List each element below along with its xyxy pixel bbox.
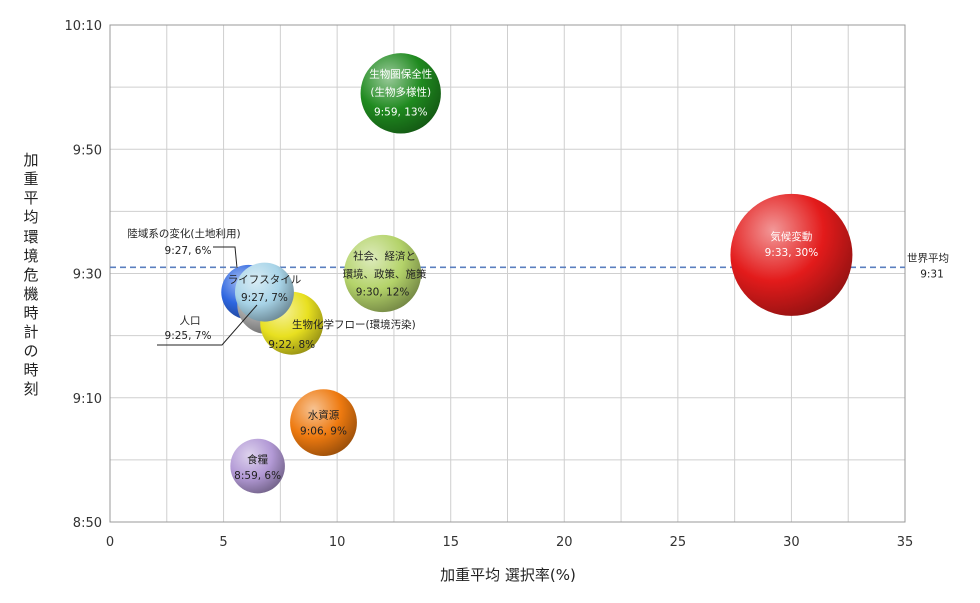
y-tick-label: 9:50 [73,143,102,158]
bubble-value-label: 9:27, 7% [241,292,288,304]
bubble-label: (生物多様性) [370,85,431,98]
x-tick-label: 20 [556,535,573,550]
bubbles: 生物圏保全性 (生物多様性) 9:59, 13% 気候変動 9:33, 30% 社会、経済… [127,53,853,494]
bubble-value-label: 9:59, 13% [374,106,428,118]
reference-line-label: 世界平均 [907,252,949,264]
y-tick-label: 10:10 [65,19,102,34]
bubble-label: 生物化学フロー(環境汚染) [292,318,416,331]
plot-border [109,24,906,523]
bubble-value-label: 9:27, 6% [165,245,212,257]
bubble-value-label: 9:30, 12% [356,287,410,299]
bubble-label: 陸域系の変化(土地利用) [127,227,240,240]
bubble-value-label: 9:25, 7% [165,330,212,342]
y-axis-title-char: 環 [23,228,38,246]
y-axis-title-char: 機 [23,285,38,303]
y-axis-title-char: 時 [23,304,38,322]
bubble-value-label: 8:59, 6% [234,470,281,482]
y-axis-title-char: 加 [23,151,38,169]
bubble-label: 生物圏保全性 [369,67,432,80]
bubble [730,193,853,316]
y-axis-title-char: 均 [23,208,38,226]
y-tick-label: 9:30 [73,268,102,283]
y-tick-label: 8:50 [73,516,102,531]
bubble [290,389,357,457]
x-tick-label: 0 [106,535,114,550]
bubble-label: 環境、政策、施策 [343,268,427,281]
x-tick-label: 10 [329,535,346,550]
y-axis-title-char: 平 [23,189,38,207]
bubble-label: 気候変動 [770,230,812,243]
bubble-label: 人口 [180,315,201,327]
bubble-label: 社会、経済と [353,250,416,263]
y-axis-title-char: 重 [23,170,38,188]
bubble-label: ライフスタイル [228,274,302,286]
y-axis-title-char: 計 [23,323,38,341]
bubble-value-label: 9:06, 9% [300,426,347,438]
bubble [234,262,294,322]
callout-line [157,304,258,346]
bubble [343,234,422,313]
bubble [230,438,285,494]
y-tick-label: 9:10 [73,392,102,407]
bubble-label: 食糧 [247,453,268,466]
y-axis-title-char: 境 [23,247,38,265]
x-tick-label: 30 [783,535,800,550]
y-axis-title-char: 危 [23,266,38,284]
x-tick-label: 15 [442,535,459,550]
y-axis-title-char: 刻 [23,380,38,398]
bubble-label: 水資源 [308,409,340,422]
x-tick-label: 5 [219,535,227,550]
ticks: 0 5 10 15 20 25 30 35 8:50 9:10 9:30 9:50 10:10 [65,19,914,550]
y-axis-title-char: 時 [23,361,38,379]
callout-line [213,246,238,269]
reference-line-value: 9:31 [920,268,944,280]
bubble [360,53,441,134]
x-tick-label: 25 [670,535,687,550]
x-tick-label: 35 [897,535,914,550]
x-axis-title: 加重平均 選択率(%) [440,566,576,584]
y-axis-title-char: の [23,342,38,360]
bubble-value-label: 9:22, 8% [268,339,315,351]
bubble-value-label: 9:33, 30% [765,247,819,259]
